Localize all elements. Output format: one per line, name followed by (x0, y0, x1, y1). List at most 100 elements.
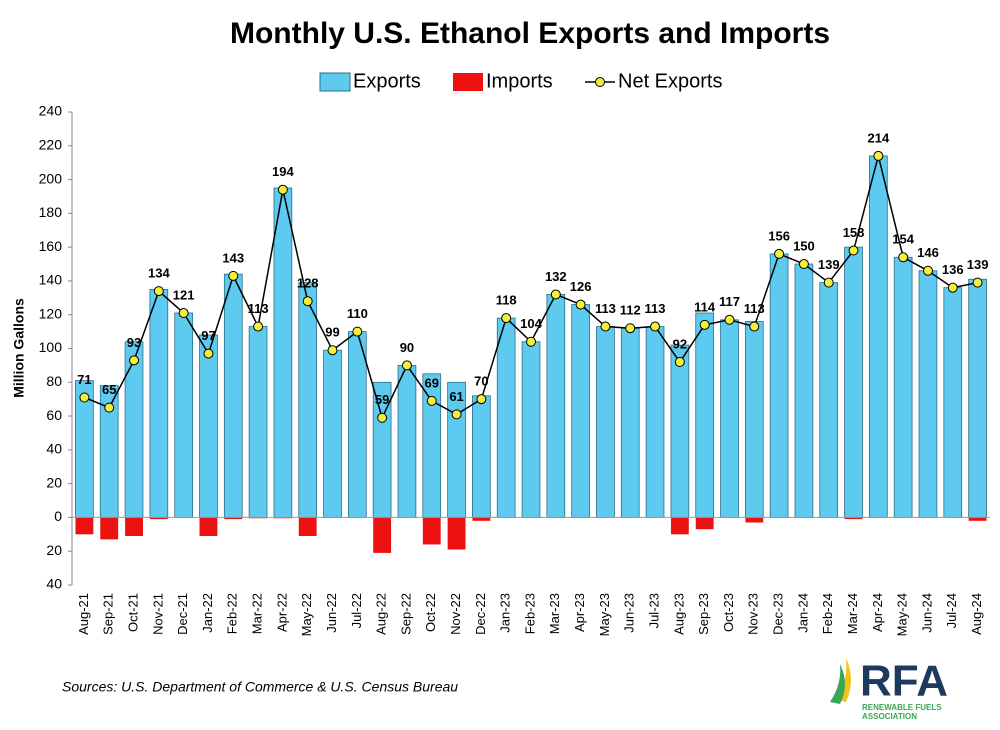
bar (223, 273, 243, 518)
legend-marker (595, 77, 605, 87)
marker (352, 326, 363, 337)
bar (893, 256, 913, 518)
bar (745, 517, 764, 523)
logo-leaf (838, 658, 851, 702)
bar (546, 294, 566, 518)
bar (869, 155, 888, 518)
data-label: 121 (173, 287, 195, 302)
y-axis-label: Million Gallons (11, 298, 27, 398)
x-tick-label: Aug-23 (671, 593, 686, 635)
data-label: 150 (793, 238, 815, 253)
bar (645, 326, 665, 518)
y-tick-label: 80 (46, 373, 62, 389)
y-tick-label: 240 (39, 103, 63, 119)
bar (670, 517, 689, 535)
x-tick-label: Jan-23 (498, 593, 513, 633)
data-label: 158 (843, 225, 865, 240)
marker (178, 308, 189, 319)
x-tick-label: Sep-21 (101, 593, 116, 635)
marker (873, 150, 884, 161)
bar (224, 517, 243, 520)
x-tick-label: Sep-23 (696, 593, 711, 635)
bar (695, 312, 715, 518)
x-tick-label: Oct-21 (125, 593, 140, 632)
bar (819, 282, 839, 518)
bar (323, 349, 342, 518)
data-label: 136 (942, 262, 964, 277)
bar (248, 326, 268, 518)
y-tick-label: 20 (46, 542, 62, 558)
marker (377, 412, 388, 423)
bar (422, 373, 442, 518)
marker (575, 299, 586, 310)
data-label: 112 (620, 303, 641, 318)
legend-label: Net Exports (618, 70, 722, 92)
x-tick-label: Nov-22 (448, 593, 463, 635)
marker (153, 286, 164, 297)
x-tick-label: Sep-22 (398, 593, 413, 635)
legend-label: Imports (486, 70, 553, 92)
data-label: 146 (917, 245, 939, 260)
data-label: 110 (347, 306, 368, 321)
bar (298, 517, 317, 537)
x-tick-label: Feb-23 (522, 593, 537, 634)
x-tick-label: Aug-21 (76, 593, 91, 635)
x-tick-label: Jun-24 (919, 593, 934, 633)
marker (79, 392, 90, 403)
marker (600, 321, 611, 332)
bar (521, 341, 541, 518)
bar (422, 517, 441, 545)
x-tick-label: Mar-24 (845, 593, 860, 634)
bar (149, 517, 168, 520)
bar (174, 312, 193, 518)
y-tick-label: 160 (39, 238, 63, 254)
x-tick-label: Jun-22 (324, 593, 339, 633)
bar (844, 517, 863, 520)
x-tick-label: Nov-21 (150, 593, 165, 635)
x-tick-label: Dec-22 (473, 593, 488, 635)
logo: RFA RENEWABLE FUELS ASSOCIATION (830, 657, 948, 721)
data-label: 139 (818, 257, 840, 272)
data-label: 118 (496, 293, 517, 308)
data-label: 128 (297, 276, 319, 291)
bar (472, 517, 491, 521)
data-label: 154 (892, 232, 914, 247)
data-label: 93 (127, 335, 141, 350)
data-label: 99 (325, 325, 339, 340)
legend-swatch (319, 72, 351, 92)
data-label: 139 (967, 257, 989, 272)
marker (650, 321, 661, 332)
bar (943, 287, 963, 518)
marker (253, 321, 264, 332)
data-label: 61 (449, 389, 463, 404)
bar (769, 253, 789, 518)
x-tick-label: May-24 (895, 593, 910, 636)
bar (149, 288, 169, 518)
x-tick-label: May-22 (299, 593, 314, 636)
bar (496, 317, 516, 518)
marker (625, 323, 636, 334)
bar (347, 331, 367, 518)
bar (447, 517, 466, 550)
bar (571, 304, 590, 518)
bar (670, 344, 690, 518)
marker (302, 296, 313, 307)
data-label: 113 (595, 301, 616, 316)
x-tick-label: Dec-21 (175, 593, 190, 635)
marker (476, 394, 487, 405)
x-tick-label: Oct-23 (721, 593, 736, 632)
y-tick-label: 220 (39, 136, 63, 152)
bar (472, 395, 491, 518)
marker (774, 248, 785, 259)
data-label: 117 (719, 294, 740, 309)
x-tick-label: Apr-22 (274, 593, 289, 632)
bar (744, 321, 764, 518)
source: Sources: U.S. Department of Commerce & U… (62, 679, 458, 695)
data-label: 113 (744, 301, 765, 316)
marker (550, 289, 561, 300)
data-label: 65 (102, 382, 116, 397)
data-label: 194 (272, 164, 294, 179)
marker (898, 252, 909, 263)
data-label: 143 (222, 250, 244, 265)
